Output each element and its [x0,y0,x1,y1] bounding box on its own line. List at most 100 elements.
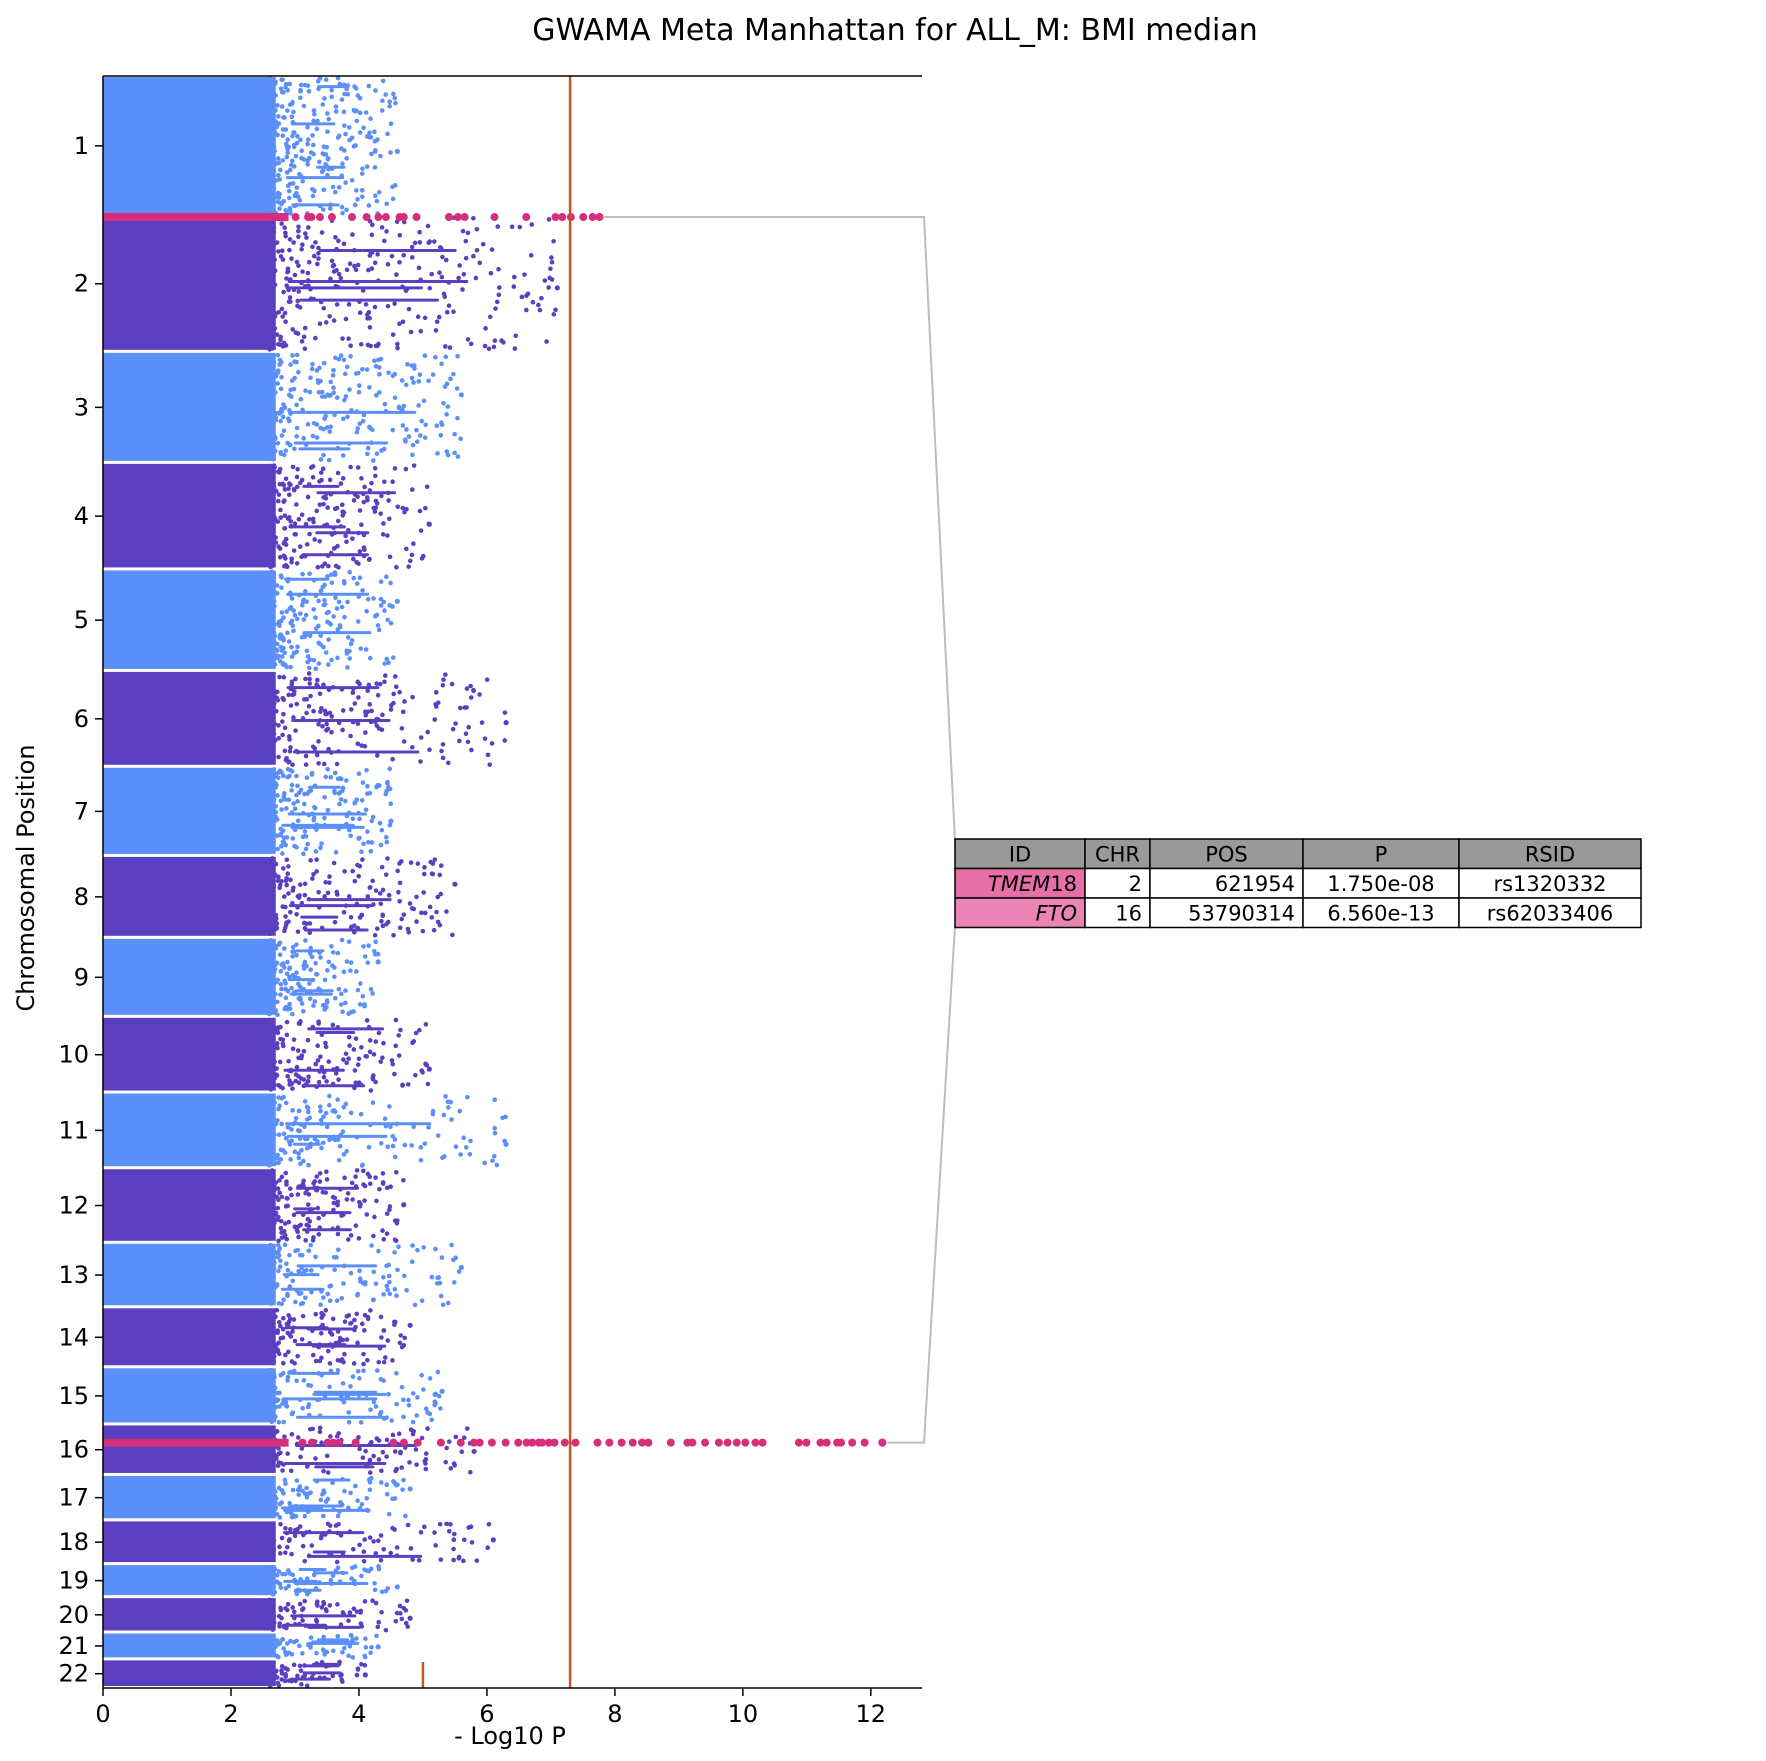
snp-point [346,939,352,945]
snp-point [479,720,485,725]
snp-point [390,196,396,202]
snp-point [281,674,287,680]
snp-point [330,1673,335,1679]
snp-point [451,1280,457,1285]
snp-point [288,299,293,304]
snp-point [284,1404,290,1409]
snp-point [283,1525,288,1531]
locus-tmem18 [103,213,604,222]
snp-point [290,1046,296,1052]
snp-point [267,1387,272,1392]
snp-point [267,174,272,180]
snp-point [360,588,365,593]
snp-point [307,531,312,537]
snp-point [405,926,411,932]
snp-point [375,1368,380,1373]
snp-point [271,1046,276,1052]
snp-point [406,306,412,312]
snp-point [463,238,469,244]
snp-point [312,805,318,811]
snp-point [456,1554,462,1560]
snp-point [416,379,422,384]
snp-point [320,466,326,471]
snp-point [282,526,287,531]
snp-point [418,1530,424,1535]
snp-point [427,1376,433,1381]
snp-point [328,379,334,385]
snp-point [331,385,336,391]
snp-point [314,368,320,373]
chromosome-band-10 [103,1017,432,1093]
snp-point [296,1151,301,1156]
locus-point [522,1438,531,1447]
snp-point [354,1311,360,1317]
snp-point [451,371,456,377]
snp-point [296,1492,302,1497]
snp-point [301,1158,306,1164]
snp-point [370,814,376,820]
snp-point [267,347,272,352]
y-axis-label: Chromosomal Position [12,744,40,1011]
snp-peak [375,1644,381,1650]
snp-point [287,1082,293,1087]
snp-point [314,1174,320,1179]
snp-point [322,815,327,821]
snp-point [381,1292,386,1297]
snp-point [292,806,298,812]
snp-point [435,1369,441,1375]
snp-point [289,985,294,991]
snp-peak [471,1448,477,1455]
snp-point [392,1319,397,1325]
y-tick-label: 12 [58,1192,89,1220]
snp-point [294,1064,300,1070]
snp-point [365,1568,370,1574]
snp-point [350,536,355,541]
snp-point [356,370,361,376]
snp-point [283,922,289,928]
chromosome-band-17 [103,1475,413,1520]
locus-point [456,1438,465,1447]
snp-point [444,909,449,914]
snp-point [391,700,396,706]
snp-point [350,690,356,696]
snp-point [275,689,280,695]
snp-point [277,1515,283,1520]
snp-point [437,1521,443,1527]
snp-point [421,1245,426,1250]
snp-point [551,312,557,317]
locus-point [758,1438,767,1447]
snp-point [308,1635,314,1640]
snp-point [285,1073,291,1079]
snp-point [411,1124,416,1130]
snp-point [300,1618,305,1623]
snp-point [395,504,401,510]
snp-point [348,1233,354,1238]
snp-point [315,1205,321,1211]
snp-point [431,927,437,933]
snp-point [310,193,316,199]
snp-point [407,558,413,564]
chromosome-band-16 [103,1425,477,1475]
snp-point [492,1097,498,1103]
snp-point [345,91,351,97]
snp-point [267,741,272,747]
snp-point [304,775,310,780]
snp-point [457,705,463,711]
snp-point [291,608,296,613]
snp-point [316,761,321,766]
snp-point [280,719,285,724]
snp-point [275,1328,281,1333]
snp-point [278,1372,283,1378]
snp-point [419,418,424,424]
snp-point [448,376,453,382]
snp-point [283,319,288,324]
snp-point [300,1488,305,1494]
snp-point [267,1537,272,1543]
snp-point [275,1186,281,1191]
snp-point [308,693,313,699]
snp-peak [394,148,400,154]
snp-point [269,754,274,760]
snp-point [317,75,323,81]
snp-point [357,816,362,822]
snp-point [335,135,341,140]
